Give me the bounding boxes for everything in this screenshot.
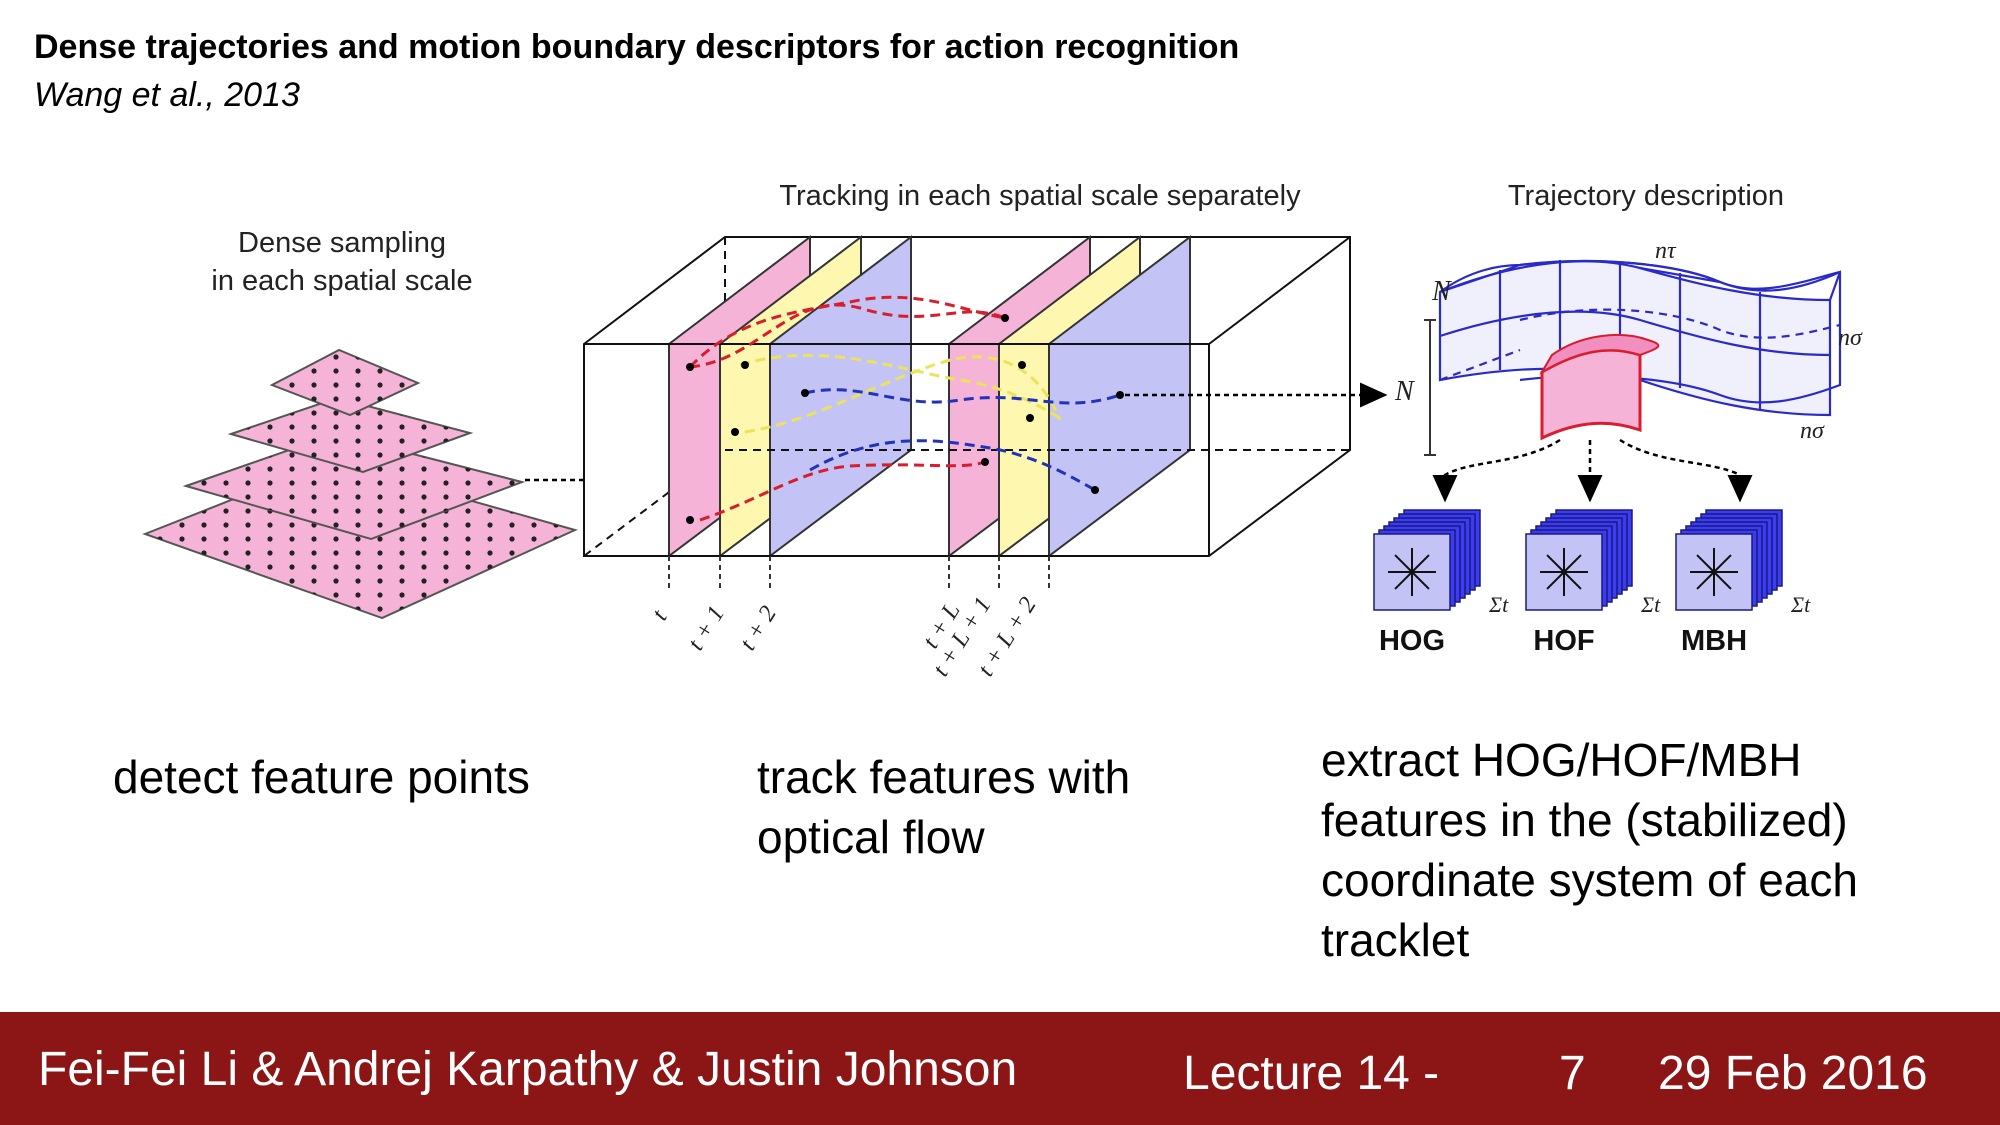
time-label-t2: t + 2	[735, 602, 782, 656]
label-N-side: N	[1394, 376, 1415, 407]
time-label-t1: t + 1	[683, 602, 730, 656]
sampling-pyramid	[142, 348, 578, 620]
dense-trajectories-figure: Dense sampling in each spatial scale Tra…	[142, 180, 1863, 681]
label-n-sigma-top: nσ	[1838, 325, 1863, 351]
caption-detect: detect feature points	[113, 751, 530, 803]
tracking-label: Tracking in each spatial scale separatel…	[779, 180, 1301, 212]
footer-lecture: Lecture 14 -	[1183, 1047, 1440, 1100]
descriptor-label-mbh: MBH	[1681, 625, 1747, 657]
descriptor-mbh: MBH Σt	[1675, 509, 1811, 657]
paper-citation: Wang et al., 2013	[34, 76, 300, 114]
description-label: Trajectory description	[1508, 180, 1784, 212]
descriptor-arrows	[1432, 438, 1753, 503]
sum-label-hog: Σt	[1488, 592, 1509, 617]
footer-page-number: 7	[1559, 1047, 1586, 1100]
label-n-tau: nτ	[1655, 238, 1677, 264]
track-points	[686, 314, 1124, 524]
descriptor-label-hog: HOG	[1379, 625, 1445, 657]
sampling-label-line1: Dense sampling	[238, 227, 446, 259]
time-ticks	[668, 556, 1050, 588]
label-n-sigma-bottom: nσ	[1800, 418, 1825, 444]
caption-extract: extract HOG/HOF/MBH features in the (sta…	[1321, 734, 1858, 966]
footer-date: 29 Feb 2016	[1658, 1047, 1928, 1100]
descriptor-hof: HOF Σt	[1525, 509, 1661, 657]
footer-authors: Fei-Fei Li & Andrej Karpathy & Justin Jo…	[38, 1043, 1018, 1096]
caption-track: track features with optical flow	[757, 751, 1131, 863]
sum-label-mbh: Σt	[1790, 592, 1811, 617]
feature-tracks	[688, 295, 1121, 522]
descriptor-stacks: HOG Σt HOF Σt MBH Σt	[1373, 509, 1811, 657]
descriptor-hog: HOG Σt	[1373, 509, 1509, 657]
descriptor-label-hof: HOF	[1533, 625, 1594, 657]
time-label-t: t	[647, 605, 673, 626]
sampling-label-line2: in each spatial scale	[211, 265, 472, 297]
footer-bar: Fei-Fei Li & Andrej Karpathy & Justin Jo…	[0, 1012, 2000, 1125]
label-N-top: N	[1431, 276, 1452, 307]
paper-title: Dense trajectories and motion boundary d…	[34, 28, 1240, 66]
sum-label-hof: Σt	[1640, 592, 1661, 617]
